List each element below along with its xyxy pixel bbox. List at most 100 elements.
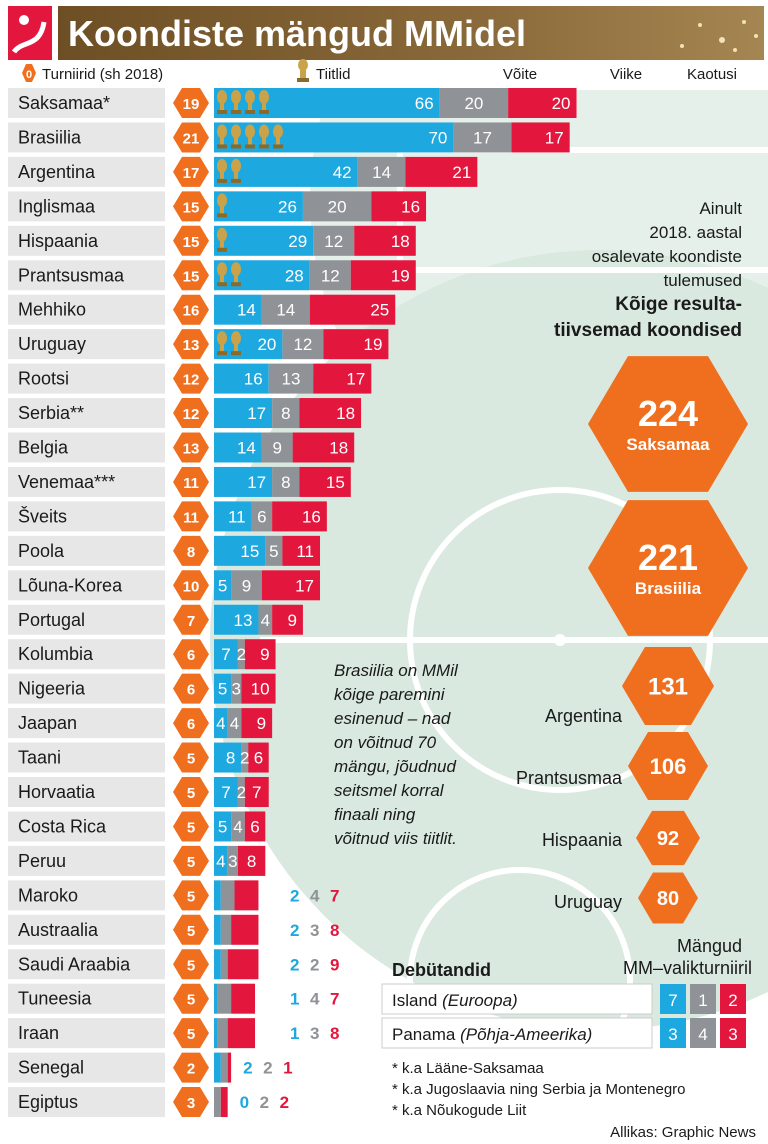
top-team-hexagon — [588, 356, 748, 492]
team-name: Serbia** — [18, 403, 84, 423]
tournament-badge — [173, 673, 209, 704]
tournament-count: 5 — [187, 819, 195, 836]
team-row: Poola 8 15 5 11 — [8, 535, 321, 566]
tournament-badge — [173, 1087, 209, 1118]
tournament-count: 15 — [183, 199, 200, 216]
tournament-badge — [173, 156, 209, 187]
tournament-badge — [173, 225, 209, 256]
draws-bar — [227, 708, 242, 739]
tournament-badge — [173, 949, 209, 980]
draws-bar — [272, 398, 300, 429]
team-name: Lõuna-Korea — [18, 575, 123, 595]
trophy-icon — [231, 124, 241, 149]
team-row: Nigeeria 6 5 3 10 — [8, 673, 276, 704]
wins-label: 28 — [285, 266, 304, 285]
team-name: Belgia — [18, 438, 69, 458]
debut-losses-box — [720, 984, 746, 1014]
draws-bar — [227, 845, 238, 876]
losses-label: 11 — [296, 542, 314, 561]
tournament-count: 6 — [187, 647, 195, 664]
qualifier-heading: Mängud — [677, 936, 742, 956]
draws-bar — [220, 1052, 228, 1083]
trophy-icon — [217, 262, 227, 287]
tournament-count: 5 — [187, 888, 195, 905]
tournament-badge — [173, 466, 209, 497]
legend-wins: Võite — [503, 66, 537, 83]
source-credit: Allikas: Graphic News — [610, 1124, 756, 1141]
wins-bar — [214, 1018, 218, 1049]
team-row: Iraan 5 1 3 8 — [8, 1018, 339, 1049]
team-row: Horvaatia 5 7 2 7 — [8, 777, 269, 807]
wins-bar — [214, 949, 221, 980]
tournament-count: 5 — [187, 751, 195, 768]
draws-label: 3 — [228, 852, 237, 871]
losses-label: 16 — [302, 507, 321, 526]
team-name: Brasiilia — [18, 127, 82, 147]
losses-label: 16 — [401, 197, 420, 216]
losses-bar — [272, 604, 303, 635]
debut-draws: 1 — [698, 991, 707, 1010]
team-name: Inglismaa — [18, 196, 96, 216]
team-name: Rootsi — [18, 369, 69, 389]
losses-bar — [261, 570, 321, 601]
trophy-icon — [259, 124, 269, 149]
wins-label: 0 — [240, 1093, 249, 1112]
team-row: Belgia 13 14 9 18 — [8, 432, 355, 463]
wins-label: 5 — [218, 576, 227, 595]
wins-label: 70 — [428, 128, 447, 147]
footnotes: * k.a Lääne-Saksamaa * k.a Jugoslaavia n… — [392, 1060, 686, 1119]
draws-bar — [261, 432, 293, 463]
tournament-badge — [173, 777, 209, 807]
wins-bar — [214, 1052, 221, 1083]
team-name-bg — [8, 949, 165, 980]
draws-bar — [313, 225, 355, 256]
losses-bar — [227, 949, 259, 980]
draws-label: 4 — [261, 611, 270, 630]
team-name-bg — [8, 742, 165, 773]
team-name: Prantsusmaa — [18, 265, 125, 285]
draws-bar — [217, 1018, 228, 1049]
wins-label: 15 — [240, 542, 259, 561]
losses-label: 6 — [250, 817, 259, 836]
side-note-line: osalevate koondiste — [592, 247, 742, 266]
draws-bar — [261, 294, 310, 325]
losses-bar — [313, 363, 372, 394]
team-name: Peruu — [18, 851, 66, 871]
team-name-bg — [8, 225, 165, 256]
team-row: Senegal 2 2 2 1 — [8, 1052, 293, 1083]
team-name: Saksamaa* — [18, 93, 110, 113]
wins-bar — [214, 639, 238, 670]
losses-label: 17 — [545, 128, 564, 147]
debut-draws-box — [690, 1018, 716, 1048]
losses-bar — [272, 501, 327, 532]
draws-label: 20 — [328, 197, 347, 216]
draws-bar — [220, 949, 228, 980]
debut-heading: Debütandid — [392, 960, 491, 980]
team-name: Šveits — [18, 505, 67, 526]
team-name-bg — [8, 122, 165, 153]
debut-draws: 4 — [698, 1025, 707, 1044]
trophy-icon — [217, 331, 227, 356]
losses-label: 9 — [260, 645, 269, 664]
losses-bar — [234, 880, 259, 911]
losses-bar — [511, 122, 570, 153]
losses-bar — [354, 225, 416, 256]
top-team-name: Brasiilia — [635, 579, 702, 598]
team-row: Kolumbia 6 7 2 9 — [8, 639, 276, 670]
team-row: Brasiilia 21 70 17 17 — [8, 122, 570, 153]
annotation-line: Brasiilia on MMil — [334, 661, 459, 680]
team-name-bg — [8, 432, 165, 463]
losses-label: 21 — [452, 163, 471, 182]
draws-bar — [302, 191, 372, 222]
wins-bar — [214, 225, 314, 256]
draws-label: 4 — [230, 714, 239, 733]
team-row: Hispaania 15 29 12 18 — [8, 225, 416, 256]
wins-label: 17 — [247, 404, 266, 423]
annotation-line: võitnud viis tiitlit. — [334, 829, 457, 848]
draws-bar — [231, 811, 245, 842]
tournament-badge — [173, 1018, 209, 1049]
team-name: Poola — [18, 541, 65, 561]
draws-bar — [357, 156, 406, 187]
tournament-badge — [173, 983, 209, 1014]
tournament-count: 15 — [183, 268, 200, 285]
